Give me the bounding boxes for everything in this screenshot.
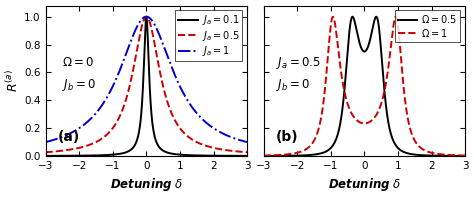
- Text: (a): (a): [58, 130, 80, 144]
- Text: $J_b=0$: $J_b=0$: [276, 77, 310, 93]
- Text: $J_a=0.5$: $J_a=0.5$: [276, 55, 320, 71]
- X-axis label: Detuning $\delta$: Detuning $\delta$: [328, 177, 401, 193]
- Text: (b): (b): [276, 130, 298, 144]
- Text: $J_b=0$: $J_b=0$: [62, 77, 96, 93]
- Y-axis label: $R^{(a)}$: $R^{(a)}$: [6, 69, 21, 92]
- Legend: $\Omega=0.5$, $\Omega=1$: $\Omega=0.5$, $\Omega=1$: [395, 10, 460, 42]
- Text: $\Omega=0$: $\Omega=0$: [62, 56, 94, 69]
- X-axis label: Detuning $\delta$: Detuning $\delta$: [109, 177, 183, 193]
- Legend: $J_a=0.1$, $J_a=0.5$, $J_a=1$: $J_a=0.1$, $J_a=0.5$, $J_a=1$: [175, 10, 242, 61]
